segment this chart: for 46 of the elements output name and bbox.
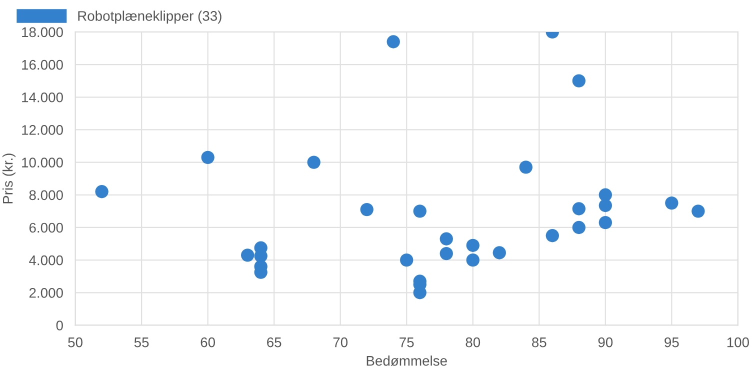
y-tick-label: 12.000	[22, 125, 63, 135]
point	[519, 160, 532, 174]
legend-label: Robotplæneklipper (33)	[78, 10, 222, 24]
x-tick-label: 90	[598, 337, 613, 348]
y-tick-label: 10.000	[22, 158, 63, 168]
x-tick-label: 55	[134, 338, 149, 348]
point	[440, 246, 453, 260]
x-tick-label: 70	[333, 337, 348, 348]
x-tick-label: 65	[267, 337, 282, 348]
x-axis-title: Bedømmelse	[366, 356, 447, 366]
point	[598, 216, 612, 230]
y-tick-label: 18.000	[22, 27, 63, 38]
point	[572, 202, 586, 216]
point	[440, 232, 453, 246]
point	[572, 74, 586, 88]
x-tick-label: 75	[400, 338, 414, 348]
x-tick-label: 100	[727, 337, 749, 348]
point	[95, 185, 108, 198]
point	[466, 238, 480, 252]
y-tick-label: 0	[56, 320, 63, 330]
point	[386, 35, 400, 48]
point	[665, 196, 678, 210]
point	[692, 204, 705, 218]
point	[201, 150, 214, 164]
point	[572, 220, 586, 234]
point	[413, 204, 426, 218]
point	[492, 246, 506, 260]
x-tick-label: 85	[532, 337, 546, 348]
x-tick-label: 60	[200, 337, 216, 348]
point	[466, 253, 480, 267]
y-axis-title: Pris (kr.)	[2, 154, 16, 204]
x-tick-label: 80	[466, 337, 480, 348]
y-tick-label: 6.000	[29, 222, 63, 233]
point	[598, 198, 612, 212]
point	[546, 229, 559, 242]
y-tick-label: 4.000	[29, 255, 63, 266]
point	[241, 248, 254, 262]
y-tick-label: 2.000	[29, 288, 63, 298]
x-tick-label: 50	[68, 337, 82, 348]
point	[307, 156, 320, 169]
y-tick-label: 16.000	[22, 60, 63, 70]
point	[400, 253, 414, 267]
x-tick-label: 95	[664, 337, 679, 348]
y-tick-label: 8.000	[29, 190, 63, 200]
point	[360, 202, 374, 216]
y-tick-label: 14.000	[22, 92, 63, 102]
